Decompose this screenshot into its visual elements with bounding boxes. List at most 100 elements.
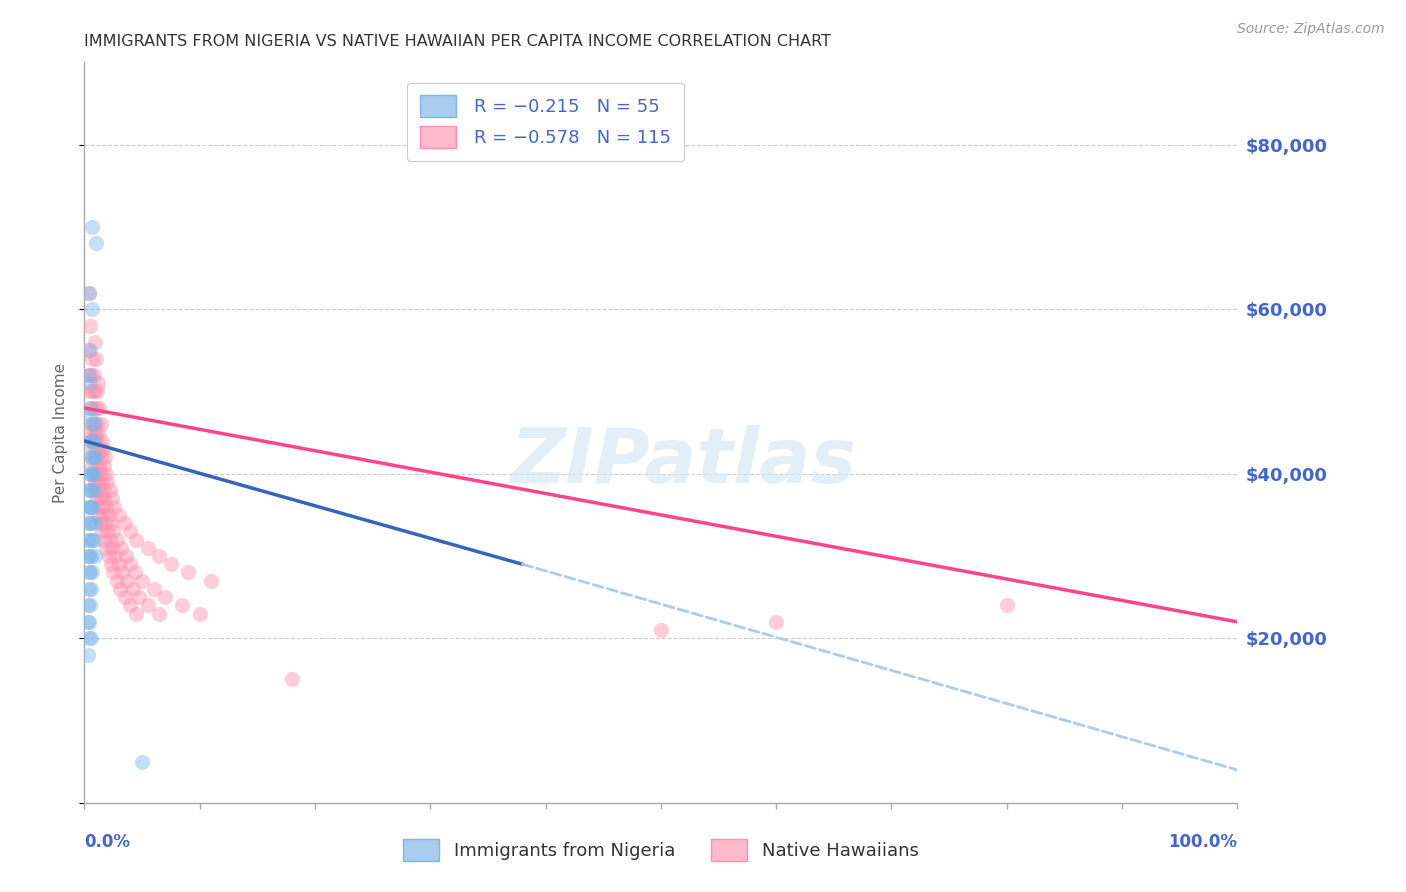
Point: [148, 607, 170, 621]
Point: [77, 483, 100, 498]
Point: [84, 401, 107, 415]
Legend: Immigrants from Nigeria, Native Hawaiians: Immigrants from Nigeria, Native Hawaiian…: [396, 831, 925, 868]
Point: [97, 549, 120, 563]
Point: [96, 475, 118, 489]
Point: [86, 450, 108, 465]
Point: [82, 442, 104, 456]
Point: [82, 458, 104, 473]
Point: [77, 615, 100, 629]
Point: [125, 533, 148, 547]
Point: [89, 417, 111, 432]
Point: [79, 533, 101, 547]
Point: [281, 673, 304, 687]
Point: [86, 384, 108, 399]
Point: [93, 491, 115, 506]
Point: [153, 590, 176, 604]
Point: [172, 599, 194, 613]
Point: [83, 450, 105, 465]
Point: [83, 434, 105, 448]
Point: [96, 524, 118, 539]
Point: [83, 401, 105, 415]
Point: [83, 450, 105, 465]
Point: [80, 450, 103, 465]
Point: [79, 384, 101, 399]
Point: [80, 434, 103, 448]
Point: [108, 558, 131, 572]
Point: [80, 500, 103, 514]
Point: [177, 566, 200, 580]
Point: [87, 500, 110, 514]
Point: [76, 516, 98, 530]
Text: 100.0%: 100.0%: [1168, 833, 1237, 851]
Point: [121, 582, 143, 596]
Point: [89, 458, 111, 473]
Point: [136, 599, 159, 613]
Point: [84, 458, 107, 473]
Point: [86, 467, 108, 481]
Point: [84, 236, 107, 251]
Point: [101, 541, 124, 555]
Point: [82, 384, 104, 399]
Point: [111, 566, 134, 580]
Point: [82, 450, 104, 465]
Point: [131, 755, 153, 769]
Point: [89, 491, 111, 506]
Point: [82, 467, 104, 481]
Point: [142, 582, 165, 596]
Point: [79, 343, 101, 358]
Point: [120, 524, 142, 539]
Point: [89, 467, 111, 481]
Point: [148, 549, 170, 563]
Point: [79, 401, 101, 415]
Point: [79, 500, 101, 514]
Point: [94, 450, 117, 465]
Point: [101, 491, 124, 506]
Point: [136, 541, 159, 555]
Point: [100, 558, 122, 572]
Point: [80, 401, 103, 415]
Point: [79, 467, 101, 481]
Point: [86, 491, 108, 506]
Point: [103, 500, 125, 514]
Text: Source: ZipAtlas.com: Source: ZipAtlas.com: [1237, 22, 1385, 37]
Point: [91, 483, 114, 498]
Point: [124, 566, 146, 580]
Point: [77, 500, 100, 514]
Point: [76, 615, 98, 629]
Point: [83, 335, 105, 350]
Point: [89, 442, 111, 456]
Point: [79, 566, 101, 580]
Point: [77, 566, 100, 580]
Point: [83, 533, 105, 547]
Point: [80, 434, 103, 448]
Point: [90, 475, 112, 489]
Point: [94, 516, 117, 530]
Point: [80, 483, 103, 498]
Point: [89, 450, 111, 465]
Point: [160, 558, 183, 572]
Point: [125, 607, 148, 621]
Point: [83, 417, 105, 432]
Point: [100, 516, 122, 530]
Point: [115, 574, 138, 588]
Point: [77, 368, 100, 382]
Point: [82, 566, 104, 580]
Point: [82, 417, 104, 432]
Point: [82, 302, 104, 317]
Point: [96, 500, 118, 514]
Point: [93, 533, 115, 547]
Point: [96, 541, 118, 555]
Point: [77, 549, 100, 563]
Point: [93, 458, 115, 473]
Point: [131, 574, 153, 588]
Point: [83, 467, 105, 481]
Point: [83, 384, 105, 399]
Point: [77, 632, 100, 646]
Point: [83, 467, 105, 481]
Point: [86, 417, 108, 432]
Point: [82, 351, 104, 366]
Point: [98, 533, 121, 547]
Point: [77, 582, 100, 596]
Text: 0.0%: 0.0%: [84, 833, 131, 851]
Point: [87, 475, 110, 489]
